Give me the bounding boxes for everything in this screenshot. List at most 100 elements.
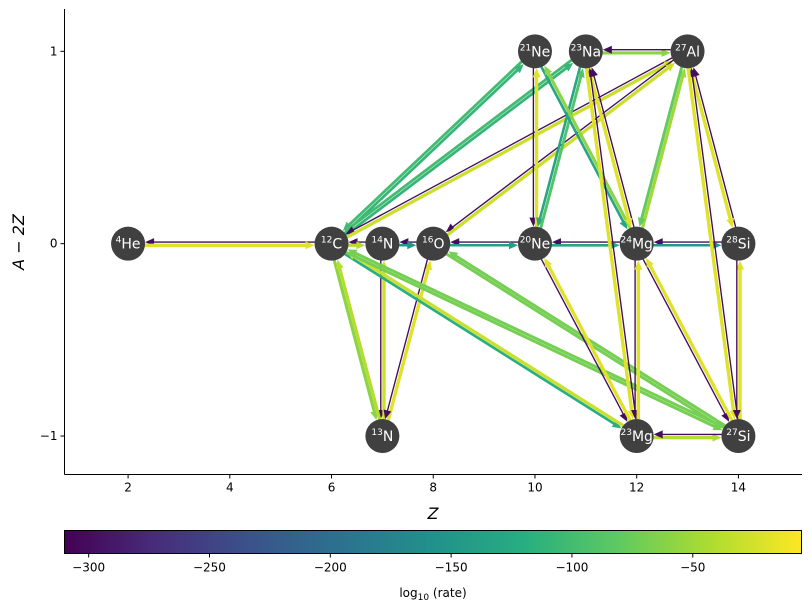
link-mg24-ne21 xyxy=(545,69,632,230)
link-n13-c12 xyxy=(337,263,382,421)
link-al27-si27 xyxy=(686,66,736,416)
colorbar: −300 −250 −200 −150 −100 −50 log10 (rate) xyxy=(64,530,802,603)
colorbar-tick-label: −200 xyxy=(314,561,347,575)
link-arrowhead-c12-mg23 xyxy=(611,420,622,429)
link-c12-mg23 xyxy=(343,252,618,427)
node-mg24 xyxy=(619,226,654,261)
node-label-he4: 4He xyxy=(116,236,141,253)
link-na23-ne20 xyxy=(538,66,582,223)
link-arrowhead-na23-al27 xyxy=(661,48,671,57)
link-arrowhead-ne20-na23 xyxy=(576,68,585,78)
y-tick-label: 0 xyxy=(50,237,58,251)
link-arrowhead-mg23-si27 xyxy=(712,433,722,442)
y-ticks: −1 0 1 xyxy=(40,44,65,443)
node-label-c12: 12C xyxy=(321,236,342,253)
link-mg24-si27 xyxy=(642,258,727,418)
y-tick-label: −1 xyxy=(40,429,58,443)
link-ne21-c12 xyxy=(345,60,523,229)
x-ticks: 2 4 6 8 10 12 14 xyxy=(124,474,746,495)
x-tick-label: 4 xyxy=(226,481,234,495)
node-c12 xyxy=(314,226,349,261)
link-c12-si27 xyxy=(344,250,719,430)
node-ne20 xyxy=(517,226,552,261)
colorbar-label: log10 (rate) xyxy=(399,586,466,603)
link-ne20-mg23 xyxy=(540,258,626,418)
link-arrowhead-si28-si27 xyxy=(732,410,741,420)
reaction-links xyxy=(143,45,745,442)
link-c12-n13 xyxy=(332,258,377,416)
x-tick-label: 12 xyxy=(629,481,644,495)
y-tick-label: 1 xyxy=(50,44,58,58)
node-label-ne21: 21Ne xyxy=(520,43,551,60)
x-tick-label: 6 xyxy=(328,481,336,495)
link-n13-o16 xyxy=(386,264,431,422)
node-o16 xyxy=(416,226,451,261)
link-arrowhead-n13-o16 xyxy=(424,260,433,271)
link-si27-mg24 xyxy=(647,261,734,422)
x-axis-label: Z xyxy=(427,504,440,523)
node-label-n14: 14N xyxy=(371,236,393,253)
link-al27-mg24 xyxy=(639,65,684,223)
link-arrowhead-al27-mg24 xyxy=(637,217,646,227)
node-al27 xyxy=(670,34,705,69)
node-he4 xyxy=(111,226,146,261)
link-c12-na23 xyxy=(344,65,570,237)
link-na23-c12 xyxy=(347,58,573,230)
x-tick-label: 10 xyxy=(527,481,542,495)
link-arrowhead-c12-na23 xyxy=(563,62,574,72)
node-n14 xyxy=(365,226,400,261)
link-arrowhead-o16-ne20 xyxy=(508,241,518,250)
link-al27-si28 xyxy=(688,66,733,224)
link-arrowhead-na23-mg24 xyxy=(624,217,633,228)
link-arrowhead-n14-o16 xyxy=(407,241,417,250)
link-arrowhead-si27-si28 xyxy=(736,260,745,270)
link-arrowhead-ne20-ne21 xyxy=(532,68,541,78)
link-arrowhead-si27-c12 xyxy=(347,249,358,257)
link-arrowhead-si27-mg24 xyxy=(646,257,654,268)
link-arrowhead-mg24-ne21 xyxy=(544,65,553,76)
link-arrowhead-he4-c12 xyxy=(305,241,315,250)
colorbar-tick-label: −300 xyxy=(72,561,105,575)
link-arrowhead-mg23-ne20 xyxy=(544,257,553,268)
colorbar-tick-label: −250 xyxy=(193,561,226,575)
link-mg24-na23 xyxy=(592,72,635,228)
node-label-si27: 27Si xyxy=(726,428,750,445)
colorbar-tick-label: −150 xyxy=(435,561,468,575)
node-label-si28: 28Si xyxy=(726,236,750,253)
link-c12-ne21 xyxy=(343,66,521,235)
link-mg23-na23 xyxy=(589,73,637,420)
colorbar-tick-label: −100 xyxy=(555,561,588,575)
link-ne21-mg24 xyxy=(540,65,626,226)
node-label-ne20: 20Ne xyxy=(520,236,551,253)
link-arrowhead-c12-n13 xyxy=(370,410,379,421)
node-label-n13: 13N xyxy=(371,428,393,445)
colorbar-ticks: −300 −250 −200 −150 −100 −50 xyxy=(72,553,705,575)
link-ne20-na23 xyxy=(539,72,583,230)
link-mg23-c12 xyxy=(350,252,625,428)
link-mg23-ne20 xyxy=(545,261,632,422)
node-label-o16: 16O xyxy=(422,236,444,253)
link-arrowhead-c12-n14 xyxy=(356,241,366,250)
node-label-na23: 23Na xyxy=(571,43,602,60)
link-arrowhead-si27-o16 xyxy=(448,251,459,260)
link-c12-al27 xyxy=(345,61,670,239)
node-si27 xyxy=(721,419,756,454)
colorbar-gradient xyxy=(64,530,802,554)
colorbar-tick-label: −50 xyxy=(680,561,705,575)
node-label-mg24: 24Mg xyxy=(620,236,652,253)
link-arrowhead-o16-n13 xyxy=(383,409,392,420)
link-arrowhead-al27-na23 xyxy=(602,45,612,54)
x-tick-label: 8 xyxy=(429,481,437,495)
link-si28-al27 xyxy=(694,72,737,228)
x-tick-label: 14 xyxy=(731,481,746,495)
node-si28 xyxy=(721,226,756,261)
link-arrowhead-o16-si27 xyxy=(713,420,724,429)
link-na23-mg23 xyxy=(584,66,634,416)
node-n13 xyxy=(365,419,400,454)
x-tick-label: 2 xyxy=(124,481,132,495)
node-label-al27: 27Al xyxy=(675,43,700,60)
link-arrowhead-n13-c12 xyxy=(335,259,344,270)
isotope-nodes: 4He 12C 13N 14N 16O 20Ne 21Ne 23Na 23Mg 24Mg 27Al 2… xyxy=(111,34,756,454)
axes: 2 4 6 8 10 12 14 −1 0 1 Z A − 2Z xyxy=(9,9,802,523)
node-label-mg23: 23Mg xyxy=(620,428,652,445)
